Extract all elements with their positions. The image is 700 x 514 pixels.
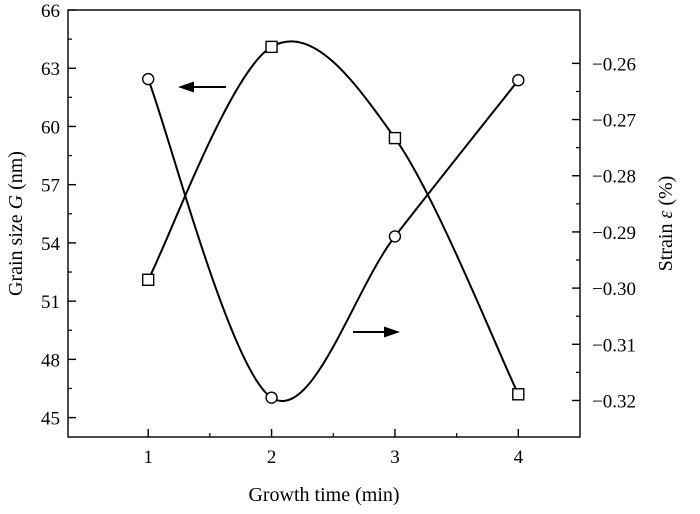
left-y-axis-label-part: Grain size: [5, 209, 27, 296]
x-axis-label: Growth time (min): [248, 484, 399, 506]
circle-marker: [512, 74, 525, 87]
square-marker: [265, 40, 278, 54]
left-y-tick-label: 60: [41, 117, 60, 138]
series-line: [147, 78, 520, 402]
right-arrow-annotation: [353, 326, 400, 338]
left-y-axis: 45 48 51 54 57 60 63 66: [41, 1, 76, 430]
right-y-axis-label-part: Strain: [655, 219, 677, 272]
left-y-axis-label-unit: (nm): [5, 151, 27, 195]
left-y-tick-label: 57: [41, 176, 60, 197]
left-y-tick-label: 63: [41, 59, 60, 80]
right-y-tick-label: −0.29: [592, 223, 636, 244]
arrow-head: [384, 326, 400, 338]
x-tick-label: 4: [514, 447, 524, 468]
annotations: [178, 81, 400, 338]
arrow-head: [178, 81, 194, 93]
right-y-tick-label: −0.28: [592, 167, 636, 188]
square-marker: [512, 388, 525, 401]
series-line: [147, 40, 520, 395]
square-marker: [388, 131, 402, 145]
left-y-axis-label-symbol: G: [5, 194, 27, 209]
right-y-axis: −0.26 −0.27 −0.28 −0.29 −0.30 −0.31 −0.32: [572, 54, 636, 412]
series-layer: [141, 40, 525, 404]
right-y-tick-label: −0.31: [592, 335, 636, 356]
left-arrow-annotation: [178, 81, 226, 93]
right-y-axis-label-unit: (%): [655, 176, 677, 211]
right-y-tick-label: −0.27: [592, 111, 636, 132]
x-tick-label: 3: [390, 447, 400, 468]
series-left-axis: [141, 40, 525, 401]
left-y-tick-label: 51: [41, 292, 60, 313]
left-y-tick-label: 45: [41, 409, 60, 430]
left-y-axis-label: Grain size G (nm): [5, 151, 27, 296]
right-y-tick-label: −0.26: [592, 54, 636, 75]
left-y-tick-label: 66: [41, 1, 60, 22]
x-axis: 1 2 3 4: [143, 429, 524, 468]
plot-frame: [67, 9, 581, 438]
circle-marker: [141, 72, 155, 86]
x-tick-label: 2: [267, 447, 277, 468]
square-marker: [141, 273, 155, 286]
circle-marker: [388, 230, 402, 243]
circle-marker: [265, 391, 278, 404]
right-y-axis-label-symbol: ε: [655, 211, 677, 219]
right-y-tick-label: −0.32: [592, 391, 636, 412]
left-y-tick-label: 48: [41, 350, 60, 371]
series-right-axis: [141, 72, 525, 404]
right-y-axis-label: Strain ε (%): [655, 176, 677, 272]
plot-area-border: [67, 9, 581, 438]
left-y-tick-label: 54: [41, 234, 61, 255]
right-y-tick-label: −0.30: [592, 279, 636, 300]
x-tick-label: 1: [143, 447, 153, 468]
